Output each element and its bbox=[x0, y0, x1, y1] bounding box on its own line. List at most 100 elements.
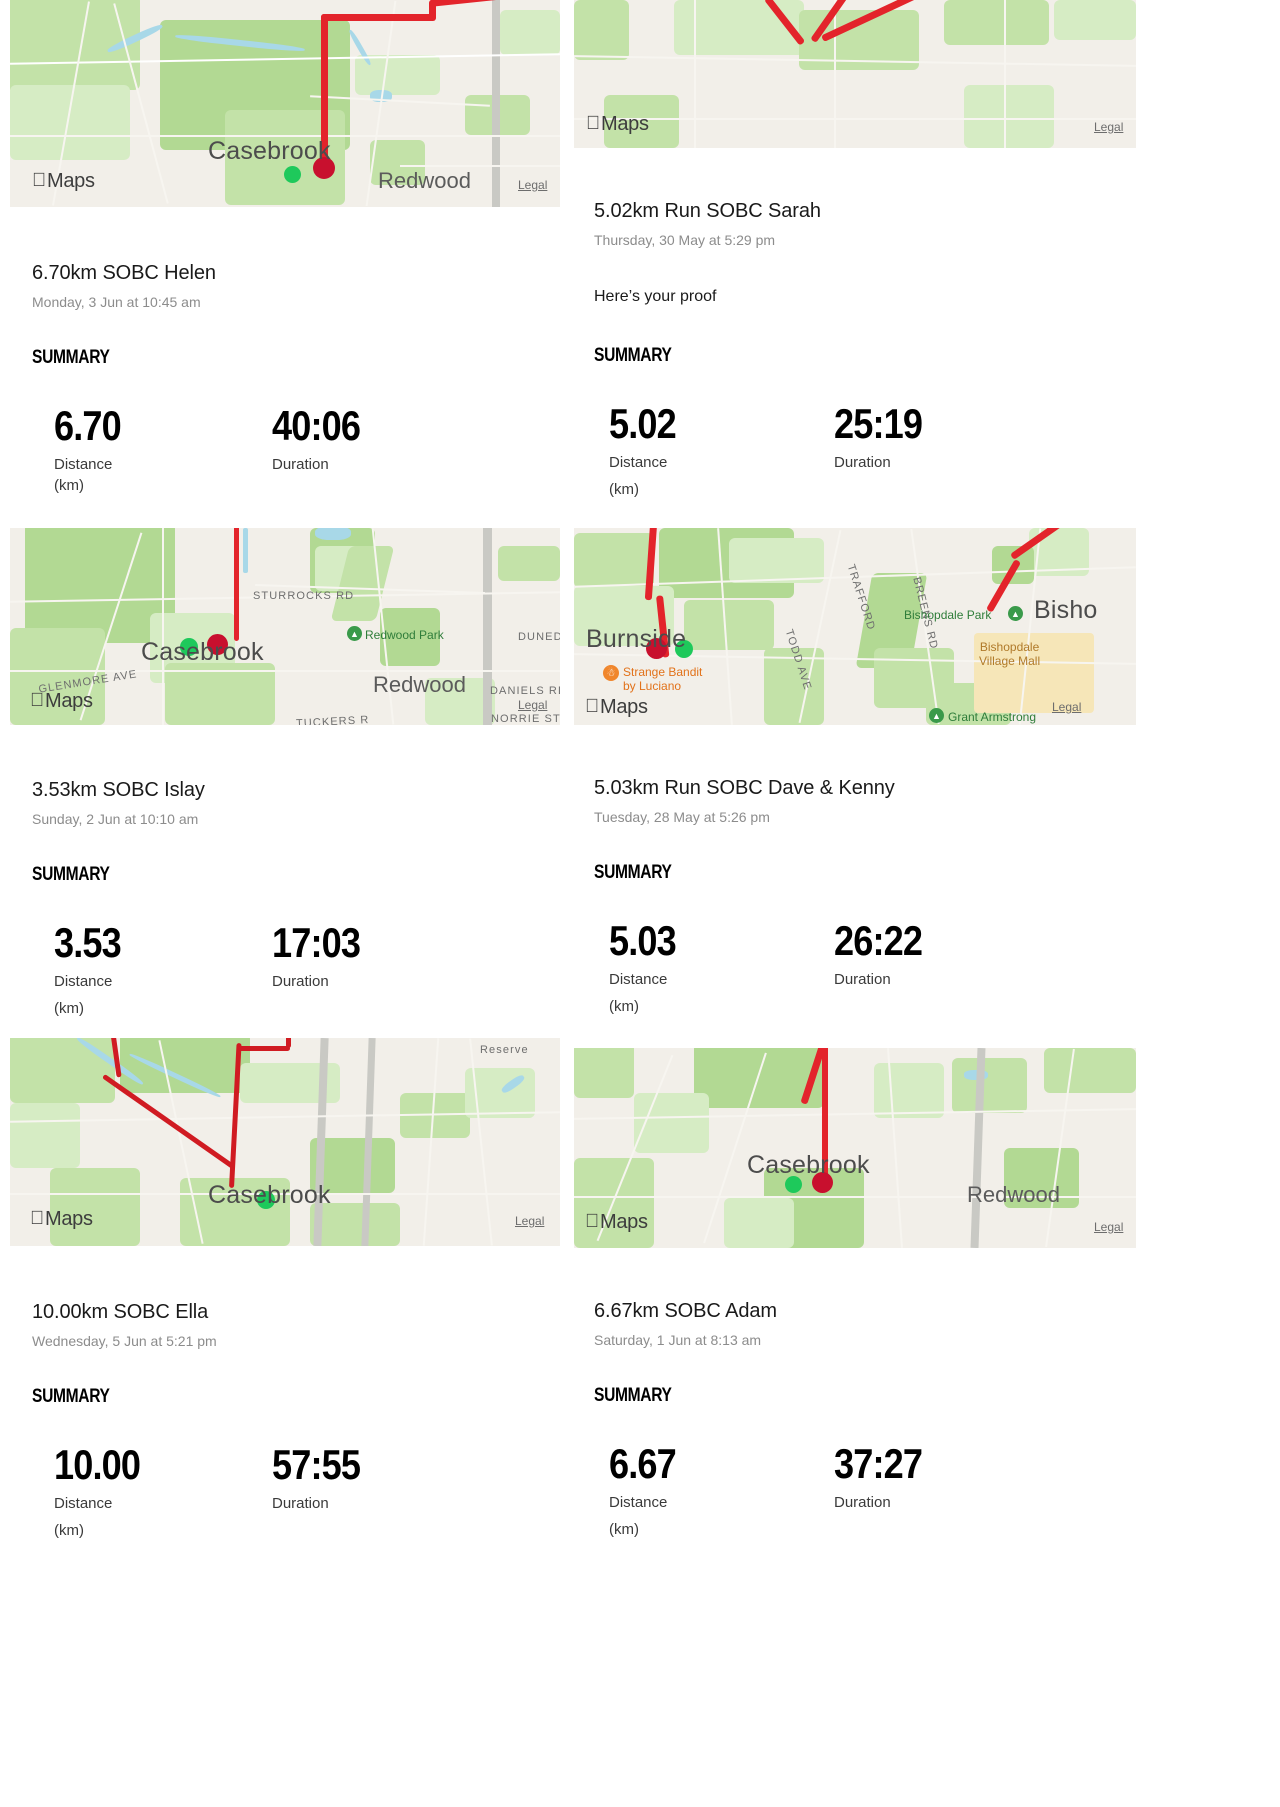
duration-label: Duration bbox=[834, 1494, 891, 1511]
stat-distance: 6.70 Distance (km) bbox=[32, 404, 272, 496]
stat-duration: 40:06 Duration bbox=[272, 404, 374, 496]
apple-maps-attribution: Maps bbox=[32, 170, 95, 192]
map-street-label: STURROCKS RD bbox=[253, 590, 355, 602]
duration-value: 40:06 bbox=[272, 402, 361, 449]
map-mall-label: Bishopdale Village Mall bbox=[979, 640, 1041, 668]
stat-duration: 17:03 Duration bbox=[272, 921, 374, 1019]
activity-card-adam[interactable]: Casebrook Redwood Maps Legal 6.67km SOB… bbox=[574, 1048, 1136, 1540]
map-place-label: Bisho bbox=[1034, 596, 1098, 624]
legal-link[interactable]: Legal bbox=[515, 1214, 545, 1228]
activity-date: Thursday, 30 May at 5:29 pm bbox=[594, 232, 776, 248]
distance-value: 5.03 bbox=[609, 917, 677, 964]
apple-logo-icon:  bbox=[586, 114, 600, 133]
route-map-adam[interactable]: Casebrook Redwood Maps Legal bbox=[574, 1048, 1136, 1248]
map-place-label: Casebrook bbox=[747, 1151, 870, 1179]
summary-heading: SUMMARY bbox=[32, 347, 110, 368]
activity-card-dave-kenny[interactable]: TRAFFORD BREENS RD TODD AVE Burnside Bis… bbox=[574, 528, 1136, 1017]
summary-heading: SUMMARY bbox=[32, 1386, 110, 1407]
map-poi-label: Redwood Park bbox=[365, 628, 444, 642]
route-map-ella[interactable]: Reserve Casebrook Maps Legal bbox=[10, 1038, 560, 1246]
distance-unit: (km) bbox=[609, 1521, 639, 1538]
apple-maps-attribution: Maps bbox=[30, 1208, 93, 1230]
apple-maps-attribution: Maps bbox=[585, 1211, 648, 1233]
activity-date: Saturday, 1 Jun at 8:13 am bbox=[594, 1332, 762, 1348]
activity-date: Monday, 3 Jun at 10:45 am bbox=[32, 294, 201, 310]
apple-maps-attribution: Maps bbox=[585, 696, 648, 718]
apple-maps-attribution: Maps bbox=[586, 113, 649, 135]
route-map-dave-kenny[interactable]: TRAFFORD BREENS RD TODD AVE Burnside Bis… bbox=[574, 528, 1136, 725]
map-street-label: NORRIE ST bbox=[491, 713, 560, 725]
activity-title: 10.00km SOBC Ella bbox=[32, 1301, 209, 1323]
legal-link[interactable]: Legal bbox=[518, 178, 548, 192]
duration-value: 17:03 bbox=[272, 919, 361, 966]
duration-label: Duration bbox=[272, 456, 329, 473]
activity-card-ella[interactable]: Reserve Casebrook Maps Legal 10.00km SO… bbox=[10, 1038, 560, 1541]
summary-heading: SUMMARY bbox=[594, 345, 672, 366]
stat-duration: 25:19 Duration bbox=[834, 402, 936, 500]
legal-link[interactable]: Legal bbox=[1094, 120, 1124, 134]
duration-label: Duration bbox=[834, 454, 891, 471]
activity-title: 6.67km SOBC Adam bbox=[594, 1300, 777, 1322]
distance-value: 6.67 bbox=[609, 1440, 677, 1487]
map-shop-label: Strange Bandit by Luciano bbox=[623, 665, 703, 693]
duration-value: 26:22 bbox=[834, 917, 923, 964]
distance-unit: (km) bbox=[609, 481, 639, 498]
map-place-label: Redwood bbox=[378, 168, 471, 193]
route-map-islay[interactable]: STURROCKS RD Casebrook Redwood ▲ Redwood… bbox=[10, 528, 560, 725]
map-poi-label: Bishopdale Park bbox=[904, 608, 992, 622]
map-place-label: Redwood bbox=[967, 1182, 1060, 1207]
map-place-label: Casebrook bbox=[208, 1181, 331, 1209]
stat-distance: 10.00 Distance (km) bbox=[32, 1443, 272, 1541]
apple-logo-icon:  bbox=[30, 691, 44, 710]
stat-duration: 57:55 Duration bbox=[272, 1443, 374, 1541]
distance-label: Distance bbox=[609, 1494, 668, 1511]
summary-heading: SUMMARY bbox=[594, 862, 672, 883]
duration-value: 37:27 bbox=[834, 1440, 923, 1487]
distance-value: 5.02 bbox=[609, 400, 677, 447]
stat-duration: 26:22 Duration bbox=[834, 919, 936, 1017]
activity-card-islay[interactable]: STURROCKS RD Casebrook Redwood ▲ Redwood… bbox=[10, 528, 560, 1019]
stat-distance: 6.67 Distance (km) bbox=[594, 1442, 834, 1540]
route-map-sarah[interactable]: Maps Legal bbox=[574, 0, 1136, 148]
apple-maps-attribution: Maps bbox=[30, 690, 93, 712]
map-street-label: DUNEDIN bbox=[518, 631, 560, 643]
activity-title: 5.03km Run SOBC Dave & Kenny bbox=[594, 777, 895, 799]
summary-heading: SUMMARY bbox=[594, 1385, 672, 1406]
activity-note: Here’s your proof bbox=[594, 288, 717, 305]
summary-heading: SUMMARY bbox=[32, 864, 110, 885]
duration-label: Duration bbox=[834, 971, 891, 988]
activity-card-sarah[interactable]: Maps Legal 5.02km Run SOBC Sarah Thursd… bbox=[574, 0, 1136, 500]
legal-link[interactable]: Legal bbox=[1094, 1220, 1124, 1234]
map-place-label: Redwood bbox=[373, 672, 466, 697]
distance-unit: (km) bbox=[609, 998, 639, 1015]
map-street-label: DANIELS RD bbox=[490, 685, 560, 697]
activity-date: Wednesday, 5 Jun at 5:21 pm bbox=[32, 1333, 217, 1349]
apple-logo-icon:  bbox=[585, 1212, 599, 1231]
activity-title: 5.02km Run SOBC Sarah bbox=[594, 200, 821, 222]
legal-link[interactable]: Legal bbox=[518, 698, 548, 712]
park-pin-icon: ▲ bbox=[347, 626, 362, 641]
distance-unit: (km) bbox=[54, 1522, 84, 1539]
distance-unit: (km) bbox=[54, 1000, 84, 1017]
activity-date: Sunday, 2 Jun at 10:10 am bbox=[32, 811, 199, 827]
legal-link[interactable]: Legal bbox=[1052, 700, 1082, 714]
duration-label: Duration bbox=[272, 973, 329, 990]
map-place-label: Casebrook bbox=[208, 137, 331, 165]
stat-distance: 5.02 Distance (km) bbox=[594, 402, 834, 500]
map-place-label: Casebrook bbox=[141, 638, 264, 666]
duration-value: 57:55 bbox=[272, 1441, 361, 1488]
activity-title: 3.53km SOBC Islay bbox=[32, 779, 205, 801]
distance-label: Distance bbox=[609, 454, 668, 471]
apple-logo-icon:  bbox=[30, 1209, 44, 1228]
distance-label: Distance bbox=[54, 1495, 113, 1512]
activity-title: 6.70km SOBC Helen bbox=[32, 262, 216, 284]
stat-duration: 37:27 Duration bbox=[834, 1442, 936, 1540]
distance-value: 6.70 bbox=[54, 402, 122, 449]
route-map-helen[interactable]: Casebrook Redwood Maps Legal bbox=[10, 0, 560, 207]
duration-label: Duration bbox=[272, 1495, 329, 1512]
distance-unit: (km) bbox=[54, 477, 84, 494]
stat-distance: 5.03 Distance (km) bbox=[594, 919, 834, 1017]
activity-card-helen[interactable]: Casebrook Redwood Maps Legal 6.70km SOB… bbox=[10, 0, 560, 496]
map-street-label: Reserve bbox=[480, 1044, 529, 1056]
